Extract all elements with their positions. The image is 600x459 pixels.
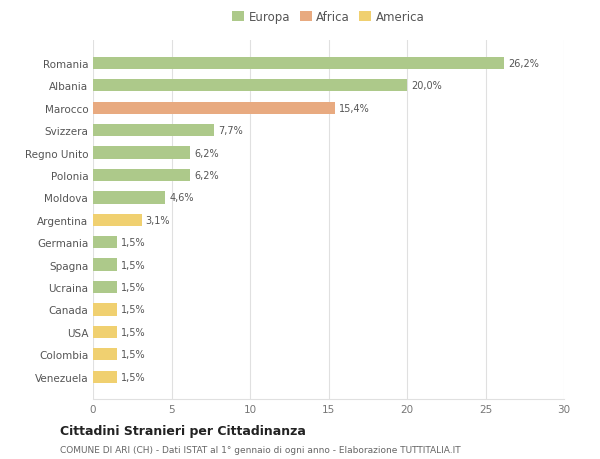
Bar xyxy=(93,259,116,271)
Bar xyxy=(93,214,142,226)
Text: Cittadini Stranieri per Cittadinanza: Cittadini Stranieri per Cittadinanza xyxy=(60,424,306,437)
Text: 15,4%: 15,4% xyxy=(339,103,370,113)
Text: 1,5%: 1,5% xyxy=(121,282,145,292)
Text: 6,2%: 6,2% xyxy=(194,171,219,180)
Text: 26,2%: 26,2% xyxy=(508,59,539,69)
Bar xyxy=(93,348,116,361)
Text: 1,5%: 1,5% xyxy=(121,260,145,270)
Text: 1,5%: 1,5% xyxy=(121,327,145,337)
Bar xyxy=(93,304,116,316)
Text: 20,0%: 20,0% xyxy=(411,81,442,91)
Text: 1,5%: 1,5% xyxy=(121,350,145,359)
Bar xyxy=(93,102,335,115)
Bar xyxy=(93,281,116,294)
Bar xyxy=(93,57,505,70)
Text: 4,6%: 4,6% xyxy=(169,193,194,203)
Bar xyxy=(93,125,214,137)
Text: 1,5%: 1,5% xyxy=(121,372,145,382)
Text: COMUNE DI ARI (CH) - Dati ISTAT al 1° gennaio di ogni anno - Elaborazione TUTTIT: COMUNE DI ARI (CH) - Dati ISTAT al 1° ge… xyxy=(60,445,461,454)
Bar xyxy=(93,192,165,204)
Bar xyxy=(93,236,116,249)
Bar xyxy=(93,169,190,182)
Bar xyxy=(93,80,407,92)
Text: 7,7%: 7,7% xyxy=(218,126,242,136)
Text: 1,5%: 1,5% xyxy=(121,238,145,248)
Legend: Europa, Africa, America: Europa, Africa, America xyxy=(232,11,425,24)
Bar xyxy=(93,326,116,338)
Text: 6,2%: 6,2% xyxy=(194,148,219,158)
Bar xyxy=(93,371,116,383)
Bar xyxy=(93,147,190,159)
Text: 1,5%: 1,5% xyxy=(121,305,145,315)
Text: 3,1%: 3,1% xyxy=(146,215,170,225)
